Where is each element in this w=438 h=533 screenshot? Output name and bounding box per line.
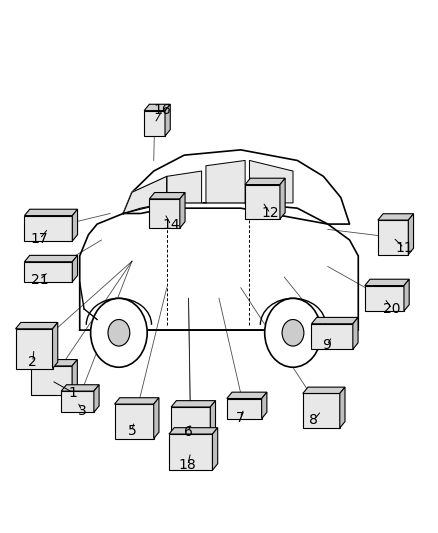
Text: 2: 2 bbox=[28, 355, 37, 369]
Polygon shape bbox=[365, 279, 409, 286]
Polygon shape bbox=[61, 385, 99, 391]
Text: 16: 16 bbox=[154, 103, 171, 117]
Polygon shape bbox=[206, 160, 245, 203]
Polygon shape bbox=[311, 317, 358, 324]
Polygon shape bbox=[80, 203, 358, 330]
Polygon shape bbox=[123, 176, 167, 214]
Polygon shape bbox=[165, 104, 170, 136]
Polygon shape bbox=[303, 387, 345, 393]
Text: 3: 3 bbox=[78, 403, 86, 418]
Polygon shape bbox=[115, 398, 159, 404]
Polygon shape bbox=[169, 434, 212, 470]
Polygon shape bbox=[25, 209, 78, 216]
Text: 11: 11 bbox=[395, 241, 413, 255]
Circle shape bbox=[108, 319, 130, 346]
Circle shape bbox=[282, 319, 304, 346]
Polygon shape bbox=[171, 407, 210, 439]
Polygon shape bbox=[61, 391, 94, 413]
Polygon shape bbox=[149, 192, 185, 199]
Polygon shape bbox=[227, 392, 267, 399]
Polygon shape bbox=[72, 209, 78, 241]
Polygon shape bbox=[280, 178, 285, 219]
Polygon shape bbox=[378, 220, 408, 255]
Polygon shape bbox=[261, 392, 267, 419]
Polygon shape bbox=[72, 360, 78, 395]
Polygon shape bbox=[15, 329, 53, 368]
Text: 17: 17 bbox=[31, 232, 49, 246]
Polygon shape bbox=[15, 322, 58, 329]
Polygon shape bbox=[25, 216, 72, 241]
Polygon shape bbox=[144, 111, 165, 136]
Polygon shape bbox=[25, 255, 78, 262]
Text: 20: 20 bbox=[383, 302, 401, 316]
Polygon shape bbox=[180, 192, 185, 228]
Polygon shape bbox=[31, 360, 78, 366]
Polygon shape bbox=[408, 214, 413, 255]
Text: 18: 18 bbox=[179, 458, 197, 472]
Circle shape bbox=[265, 298, 321, 367]
Polygon shape bbox=[250, 160, 293, 203]
Polygon shape bbox=[245, 178, 285, 184]
Polygon shape bbox=[169, 427, 218, 434]
Polygon shape bbox=[378, 214, 413, 220]
Text: 9: 9 bbox=[322, 338, 332, 352]
Text: 8: 8 bbox=[309, 413, 318, 427]
Polygon shape bbox=[353, 317, 358, 349]
Polygon shape bbox=[365, 286, 404, 311]
Polygon shape bbox=[303, 393, 340, 428]
Polygon shape bbox=[340, 387, 345, 428]
Text: 14: 14 bbox=[162, 218, 180, 232]
Text: 12: 12 bbox=[261, 206, 279, 221]
Text: 1: 1 bbox=[69, 386, 78, 400]
Polygon shape bbox=[154, 398, 159, 439]
Polygon shape bbox=[144, 104, 170, 111]
Polygon shape bbox=[94, 385, 99, 413]
Polygon shape bbox=[123, 150, 350, 224]
Text: 21: 21 bbox=[31, 273, 49, 287]
Polygon shape bbox=[25, 262, 72, 282]
Polygon shape bbox=[404, 279, 409, 311]
Polygon shape bbox=[115, 404, 154, 439]
Polygon shape bbox=[311, 324, 353, 349]
Text: 6: 6 bbox=[184, 425, 193, 439]
Polygon shape bbox=[167, 171, 201, 203]
Polygon shape bbox=[149, 199, 180, 228]
Polygon shape bbox=[72, 255, 78, 282]
Polygon shape bbox=[210, 401, 215, 439]
Polygon shape bbox=[53, 322, 58, 368]
Polygon shape bbox=[227, 399, 261, 419]
Polygon shape bbox=[31, 366, 72, 395]
Text: 5: 5 bbox=[127, 424, 136, 438]
Polygon shape bbox=[212, 427, 218, 470]
Text: 7: 7 bbox=[236, 410, 244, 425]
Polygon shape bbox=[245, 184, 280, 219]
Circle shape bbox=[91, 298, 147, 367]
Polygon shape bbox=[171, 401, 215, 407]
